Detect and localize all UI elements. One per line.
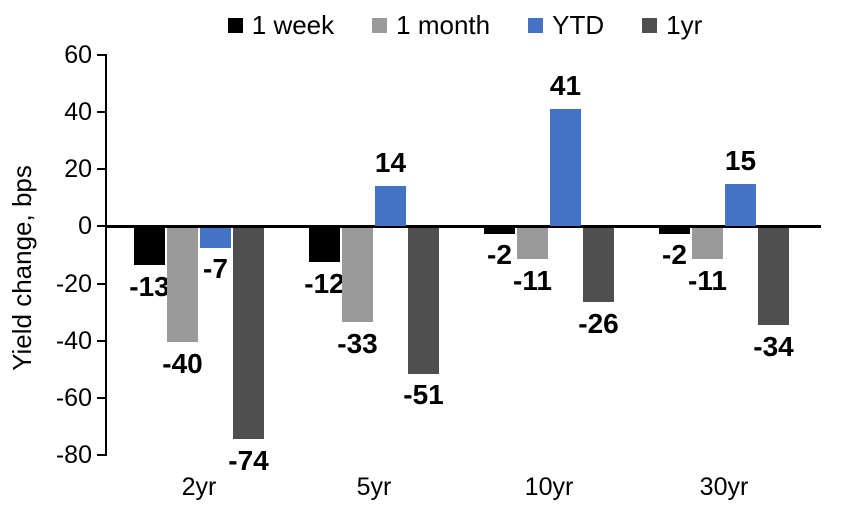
bar-ytd-10yr xyxy=(550,109,581,227)
bar-1-week-10yr xyxy=(484,227,515,234)
data-label-ytd-30yr: 15 xyxy=(724,144,757,176)
legend-item-1-month: 1 month xyxy=(372,10,490,40)
y-tick-label: 0 xyxy=(78,212,92,241)
y-tick-label: 40 xyxy=(64,98,92,127)
zero-axis-line xyxy=(105,224,821,228)
bar-1-month-5yr xyxy=(342,227,373,323)
bar-1yr-10yr xyxy=(583,227,614,303)
data-label-ytd-10yr: 41 xyxy=(549,70,582,102)
data-label-1yr-2yr: -74 xyxy=(228,444,269,476)
data-label-1yr-5yr: -51 xyxy=(403,379,444,411)
y-tick-label: 60 xyxy=(64,41,92,69)
data-label-1yr-10yr: -26 xyxy=(578,307,619,339)
bar-1yr-30yr xyxy=(758,227,789,326)
legend-marker-icon xyxy=(227,17,243,33)
y-tick-mark xyxy=(97,168,107,171)
x-category-label-2yr: 2yr xyxy=(181,473,217,501)
legend: 1 week 1 month YTD 1yr xyxy=(107,8,823,42)
y-tick-mark xyxy=(97,396,107,399)
legend-label: 1yr xyxy=(666,10,703,40)
bar-1-week-2yr xyxy=(134,227,165,266)
bar-ytd-2yr xyxy=(200,227,231,248)
legend-label: 1 week xyxy=(251,10,335,40)
y-tick-label: -40 xyxy=(55,326,92,355)
bar-1-month-30yr xyxy=(692,227,723,260)
data-label-1yr-30yr: -34 xyxy=(753,330,794,362)
legend-marker-icon xyxy=(372,17,388,33)
bar-1-week-30yr xyxy=(659,227,690,234)
data-label-1-week-5yr: -12 xyxy=(304,267,345,299)
y-tick-mark xyxy=(97,282,107,285)
data-label-1-month-10yr: -11 xyxy=(513,264,552,296)
y-tick-mark xyxy=(97,111,107,114)
y-tick-mark xyxy=(97,54,107,56)
y-tick-mark xyxy=(97,225,107,228)
y-tick-label: 20 xyxy=(64,155,92,184)
y-tick-label: -20 xyxy=(55,269,92,298)
bar-1yr-2yr xyxy=(233,227,264,440)
legend-label: YTD xyxy=(552,10,605,40)
data-label-1-month-5yr: -33 xyxy=(337,327,378,359)
data-label-ytd-5yr: 14 xyxy=(374,147,407,179)
legend-marker-icon xyxy=(528,17,544,33)
bar-1-month-2yr xyxy=(167,227,198,343)
legend-item-1yr: 1yr xyxy=(642,10,702,40)
x-category-label-30yr: 30yr xyxy=(699,473,749,501)
y-tick-mark xyxy=(97,339,107,342)
legend-item-1-week: 1 week xyxy=(227,10,335,40)
legend-label: 1 month xyxy=(396,10,491,40)
data-label-1-month-30yr: -11 xyxy=(688,264,727,296)
data-label-1-week-10yr: -2 xyxy=(487,239,512,271)
legend-marker-icon xyxy=(642,17,658,33)
y-axis-line xyxy=(105,54,107,456)
bar-ytd-5yr xyxy=(375,186,406,227)
data-label-1-week-2yr: -13 xyxy=(129,270,170,302)
data-label-1-week-30yr: -2 xyxy=(662,239,687,271)
bar-1-month-10yr xyxy=(517,227,548,260)
y-tick-label: -80 xyxy=(55,441,92,469)
legend-item-ytd: YTD xyxy=(528,10,604,40)
x-category-label-10yr: 10yr xyxy=(524,473,574,501)
y-tick-label: -60 xyxy=(55,383,92,412)
data-label-ytd-2yr: -7 xyxy=(203,253,228,285)
bar-1yr-5yr xyxy=(408,227,439,374)
bar-ytd-30yr xyxy=(725,183,756,227)
bar-1-week-5yr xyxy=(309,227,340,263)
y-tick-mark xyxy=(97,454,107,456)
data-label-1-month-2yr: -40 xyxy=(162,347,203,379)
x-category-label-5yr: 5yr xyxy=(356,473,392,501)
